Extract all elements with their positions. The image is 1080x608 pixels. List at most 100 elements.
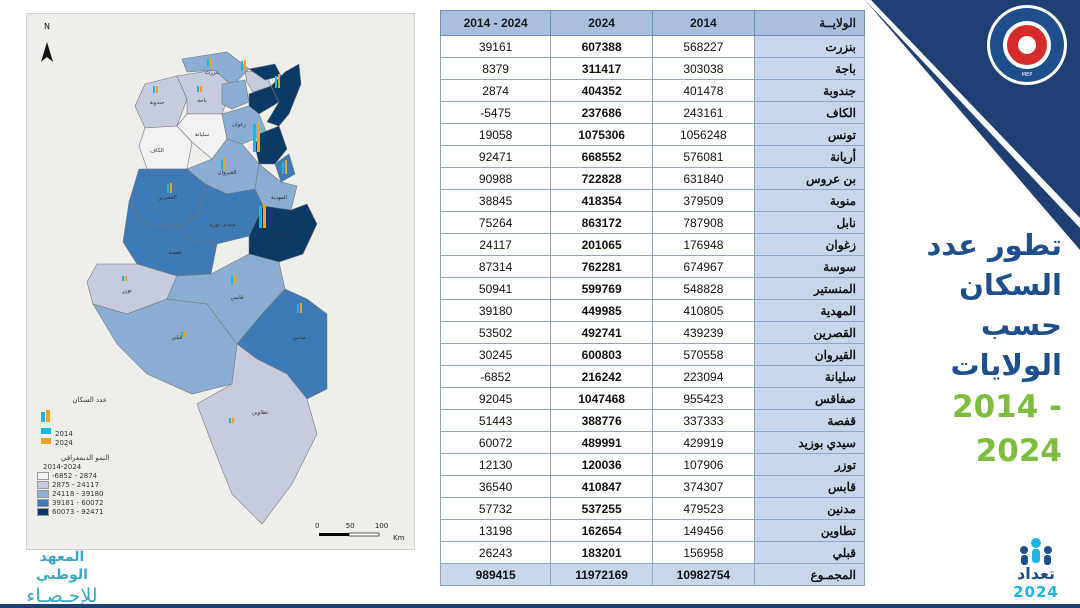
title-line-2: حسب الولايات bbox=[950, 308, 1062, 382]
cell-2014: 570558 bbox=[651, 343, 755, 366]
bottom-bar bbox=[0, 604, 1080, 608]
cell-diff: 8379 bbox=[439, 57, 552, 80]
cell-diff: -6852 bbox=[439, 365, 552, 388]
cell-diff: 24117 bbox=[439, 233, 552, 256]
header-governorate: الولايــة bbox=[753, 10, 866, 36]
cell-diff: 30245 bbox=[439, 343, 552, 366]
cell-2014: 568227 bbox=[651, 35, 755, 58]
cell-2014: 631840 bbox=[651, 167, 755, 190]
table-row: 36540 410847 374307 قابس bbox=[439, 475, 866, 498]
legend-swatch bbox=[37, 490, 49, 498]
map-label: سوسة bbox=[264, 145, 279, 151]
map-label: باجة bbox=[197, 98, 207, 104]
cell-diff: 12130 bbox=[439, 453, 552, 476]
north-label: N bbox=[44, 22, 50, 31]
map-label: قفصة bbox=[168, 250, 182, 256]
ins-logo-line-2: للإحـصـاء bbox=[26, 585, 98, 607]
table-header-row: 2014 - 2024 2024 2014 الولايــة bbox=[439, 10, 866, 36]
header-2014: 2014 bbox=[651, 10, 755, 36]
cell-2024: 410847 bbox=[550, 475, 653, 498]
legend-class-label: -6852 - 2874 bbox=[52, 472, 98, 480]
cell-2014: 156958 bbox=[651, 541, 755, 564]
tunisia-map: بنزرت جندوبة باجة الكاف سليانة زغوان الق… bbox=[41, 42, 380, 537]
cell-diff: 36540 bbox=[439, 475, 552, 498]
table-row: 57732 537255 479523 مدنين bbox=[439, 497, 866, 520]
cell-governorate: بن عروس bbox=[753, 167, 866, 190]
table-row: 75264 863172 787908 نابل bbox=[439, 211, 866, 234]
cell-governorate: منوبة bbox=[753, 189, 866, 212]
header-diff: 2014 - 2024 bbox=[439, 10, 552, 36]
cell-governorate: المنستير bbox=[753, 277, 866, 300]
title-line-1: تطور عدد السكان bbox=[926, 228, 1062, 302]
legend-growth-title: النمو الديمغرافي bbox=[61, 454, 110, 462]
north-arrow-icon bbox=[41, 42, 53, 62]
legend-bar-swatches bbox=[41, 410, 51, 444]
map-label: مدنين bbox=[292, 335, 305, 341]
total-2014: 10982754 bbox=[651, 563, 755, 586]
cell-2014: 1056248 bbox=[651, 123, 755, 146]
map-label: قابس bbox=[231, 295, 244, 301]
total-2024: 11972169 bbox=[550, 563, 653, 586]
cell-governorate: المهدية bbox=[753, 299, 866, 322]
map-label: جندوبة bbox=[149, 100, 164, 106]
cell-diff: 39180 bbox=[439, 299, 552, 322]
cell-2014: 401478 bbox=[651, 79, 755, 102]
table-row: 60072 489991 429919 سيدي بوزيد bbox=[439, 431, 866, 454]
cell-governorate: جندوبة bbox=[753, 79, 866, 102]
cell-2014: 176948 bbox=[651, 233, 755, 256]
map-label: قبلي bbox=[172, 335, 183, 341]
legend-title: عدد السكان bbox=[72, 396, 107, 404]
cell-2014: 337333 bbox=[651, 409, 755, 432]
scale-label-0: 0 bbox=[315, 522, 320, 530]
cell-2024: 120036 bbox=[550, 453, 653, 476]
table-row: 39180 449985 410805 المهدية bbox=[439, 299, 866, 322]
region-benarous bbox=[248, 85, 280, 115]
legend-growth-period: 2014-2024 bbox=[43, 463, 82, 471]
cell-2024: 418354 bbox=[550, 189, 653, 212]
cell-2014: 410805 bbox=[651, 299, 755, 322]
cell-2024: 1047468 bbox=[550, 387, 653, 410]
cell-2024: 404352 bbox=[550, 79, 653, 102]
legend-swatch bbox=[37, 481, 49, 489]
cell-2024: 449985 bbox=[550, 299, 653, 322]
table-row: 90988 722828 631840 بن عروس bbox=[439, 167, 866, 190]
cell-2014: 107906 bbox=[651, 453, 755, 476]
total-diff: 989415 bbox=[439, 563, 552, 586]
table-row: 12130 120036 107906 توزر bbox=[439, 453, 866, 476]
map-label: الكاف bbox=[150, 147, 164, 154]
cell-2024: 722828 bbox=[550, 167, 653, 190]
population-table-wrap: 2014 - 2024 2024 2014 الولايــة 39161 607… bbox=[439, 10, 866, 586]
table-row: 19058 1075306 1056248 تونس bbox=[439, 123, 866, 146]
ministry-logo-caption: MEP bbox=[1021, 72, 1033, 78]
cell-governorate: تونس bbox=[753, 123, 866, 146]
cell-2024: 600803 bbox=[550, 343, 653, 366]
table-row: -6852 216242 223094 سليانة bbox=[439, 365, 866, 388]
total-label: المجمـوع bbox=[753, 563, 866, 586]
map-label: القصرين bbox=[157, 195, 177, 201]
table-row: 39161 607388 568227 بنزرت bbox=[439, 35, 866, 58]
scale-labels: 0 50 100 Km bbox=[315, 522, 404, 542]
cell-2024: 492741 bbox=[550, 321, 653, 344]
cell-governorate: القصرين bbox=[753, 321, 866, 344]
census-year: 2024 bbox=[1013, 583, 1059, 601]
cell-2014: 223094 bbox=[651, 365, 755, 388]
cell-governorate: أريانة bbox=[753, 145, 866, 168]
map-label: سيدي بوزيد bbox=[209, 222, 236, 228]
cell-governorate: زغوان bbox=[753, 233, 866, 256]
cell-2014: 576081 bbox=[651, 145, 755, 168]
legend-swatch bbox=[37, 508, 49, 516]
cell-2024: 607388 bbox=[550, 35, 653, 58]
cell-2014: 439239 bbox=[651, 321, 755, 344]
cell-diff: 92045 bbox=[439, 387, 552, 410]
cell-2024: 388776 bbox=[550, 409, 653, 432]
map-label: تطاوين bbox=[252, 410, 269, 416]
legend-class-1: -6852 - 2874 bbox=[37, 472, 157, 481]
table-row: 87314 762281 674967 سوسة bbox=[439, 255, 866, 278]
page-title: تطور عدد السكان حسب الولايات 2014 - 2024 bbox=[862, 225, 1062, 473]
table-row: -5475 237686 243161 الكاف bbox=[439, 101, 866, 124]
table-row: 92471 668552 576081 أريانة bbox=[439, 145, 866, 168]
legend-swatch bbox=[37, 499, 49, 507]
region-gafsa bbox=[122, 201, 218, 277]
scale-label-100: 100 bbox=[374, 522, 389, 530]
scale-label-50: 50 bbox=[345, 522, 355, 530]
